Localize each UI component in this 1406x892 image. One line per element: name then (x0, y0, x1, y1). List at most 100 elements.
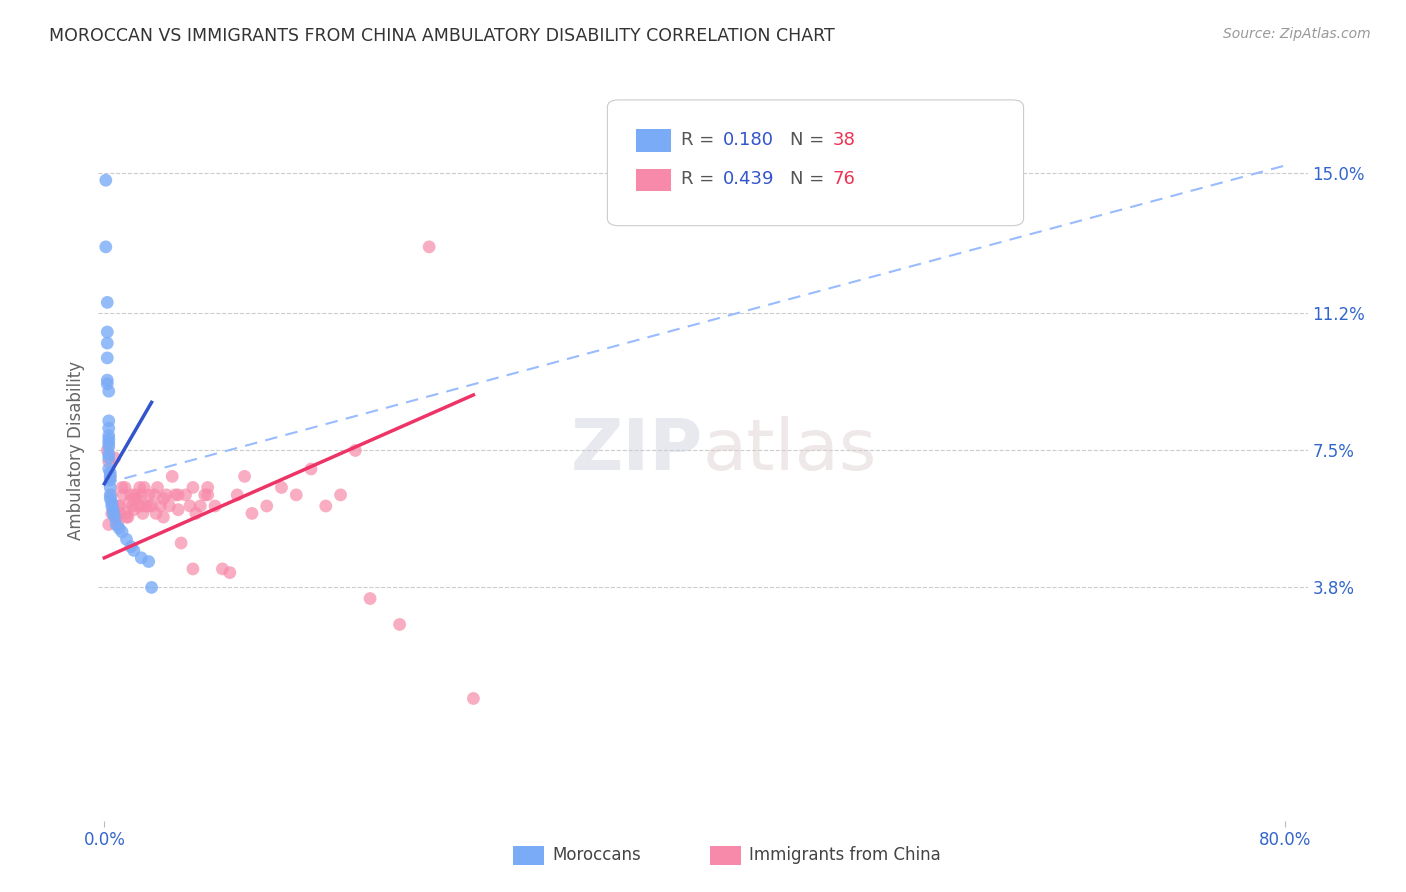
Point (122, 543, 145, 558)
Point (145, 507, 167, 521)
Point (138, 499, 160, 513)
Point (174, 488, 197, 502)
Point (117, 510, 139, 524)
Point (127, 499, 149, 513)
Text: Immigrants from China: Immigrants from China (749, 847, 941, 864)
Y-axis label: Ambulatory Disability: Ambulatory Disability (66, 361, 84, 540)
Point (129, 550, 152, 565)
Point (194, 488, 217, 502)
Point (98, 480, 121, 494)
Point (100, 495, 122, 509)
Text: Source: ZipAtlas.com: Source: ZipAtlas.com (1223, 27, 1371, 41)
Point (108, 499, 131, 513)
Point (204, 499, 226, 513)
Point (96, 336, 118, 351)
Point (270, 480, 292, 494)
Point (285, 488, 308, 502)
Point (299, 462, 322, 476)
Point (104, 450, 127, 465)
Point (155, 488, 177, 502)
Point (107, 517, 129, 532)
Text: N =: N = (790, 170, 830, 188)
Point (97, 421, 120, 435)
Point (134, 480, 156, 494)
Point (118, 495, 141, 509)
Point (98, 491, 121, 506)
Point (94, 240, 117, 254)
Point (181, 480, 204, 494)
Point (105, 510, 128, 524)
Point (143, 488, 166, 502)
Point (98, 473, 121, 487)
Point (218, 566, 240, 580)
Point (115, 510, 138, 524)
Text: 76: 76 (832, 170, 855, 188)
Point (132, 507, 155, 521)
Text: 0.439: 0.439 (723, 170, 775, 188)
Point (97, 462, 120, 476)
Point (125, 491, 148, 506)
Point (96, 295, 118, 310)
Point (94, 173, 117, 187)
Point (97, 440, 120, 454)
Point (167, 488, 190, 502)
Point (98, 469, 121, 483)
Text: R =: R = (681, 170, 720, 188)
Point (96, 373, 118, 387)
Point (120, 488, 142, 502)
Point (97, 447, 120, 461)
Point (256, 499, 278, 513)
Point (105, 510, 128, 524)
Point (104, 510, 127, 524)
Point (103, 499, 125, 513)
Point (97, 517, 120, 532)
Point (157, 499, 180, 513)
Point (96, 376, 118, 391)
Point (197, 488, 219, 502)
Point (112, 488, 135, 502)
Point (98, 488, 121, 502)
Point (120, 540, 142, 554)
Point (388, 617, 411, 632)
Point (138, 554, 160, 569)
Point (181, 562, 204, 576)
Text: atlas: atlas (703, 416, 877, 485)
Point (188, 499, 211, 513)
Point (105, 517, 128, 532)
Point (129, 488, 152, 502)
Point (329, 488, 352, 502)
Point (110, 507, 132, 521)
Point (97, 450, 120, 465)
Point (100, 488, 122, 502)
Point (97, 433, 120, 447)
Point (135, 499, 157, 513)
Point (122, 502, 145, 516)
Point (108, 499, 131, 513)
Point (100, 507, 122, 521)
Point (96, 443, 118, 458)
Text: 38: 38 (832, 131, 855, 149)
Point (122, 491, 145, 506)
Point (184, 507, 207, 521)
Point (240, 507, 263, 521)
Point (97, 436, 120, 450)
Point (115, 533, 138, 547)
Point (111, 480, 134, 494)
Text: R =: R = (681, 131, 720, 149)
Point (100, 499, 122, 513)
Point (179, 499, 201, 513)
Point (97, 454, 120, 468)
Point (152, 510, 174, 524)
Point (141, 581, 163, 595)
Point (344, 443, 367, 458)
Point (315, 499, 337, 513)
Point (121, 499, 143, 513)
Point (97, 414, 120, 428)
Point (233, 469, 256, 483)
Point (226, 488, 249, 502)
Point (463, 691, 485, 706)
Point (96, 351, 118, 365)
Point (152, 491, 174, 506)
Point (149, 499, 172, 513)
Point (98, 466, 121, 480)
